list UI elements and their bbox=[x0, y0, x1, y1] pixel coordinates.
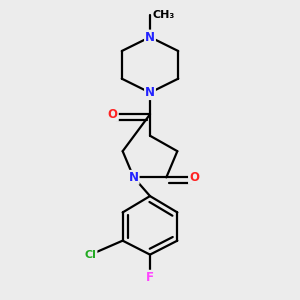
Text: CH₃: CH₃ bbox=[153, 10, 175, 20]
Text: O: O bbox=[108, 108, 118, 121]
Text: N: N bbox=[145, 86, 155, 99]
Text: Cl: Cl bbox=[85, 250, 97, 260]
Text: N: N bbox=[145, 31, 155, 44]
Text: O: O bbox=[189, 171, 199, 184]
Text: F: F bbox=[146, 271, 154, 284]
Text: N: N bbox=[129, 171, 139, 184]
